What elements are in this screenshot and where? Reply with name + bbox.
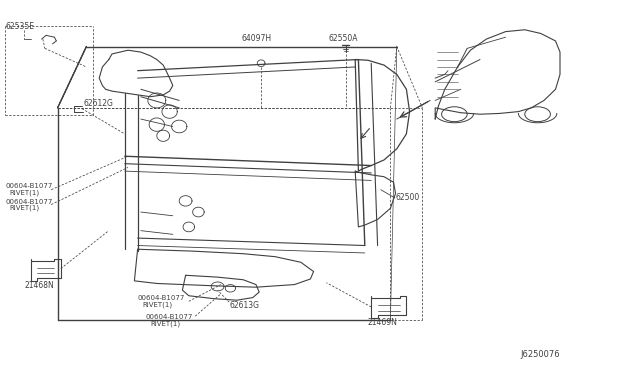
- Text: 00604-B1077: 00604-B1077: [5, 199, 52, 205]
- Text: 21469N: 21469N: [368, 318, 398, 327]
- Text: 64097H: 64097H: [242, 34, 272, 43]
- Text: RIVET(1): RIVET(1): [150, 320, 180, 327]
- Text: RIVET(1): RIVET(1): [9, 205, 39, 211]
- Text: 00604-B1077: 00604-B1077: [5, 183, 52, 189]
- Text: RIVET(1): RIVET(1): [142, 301, 172, 308]
- Text: 62500: 62500: [396, 193, 420, 202]
- Text: 00604-B1077: 00604-B1077: [138, 295, 185, 301]
- Text: RIVET(1): RIVET(1): [9, 189, 39, 196]
- Text: 62613G: 62613G: [229, 301, 259, 310]
- Text: 21468N: 21468N: [24, 281, 54, 290]
- Text: 62550A: 62550A: [328, 34, 358, 43]
- Text: 00604-B1077: 00604-B1077: [146, 314, 193, 320]
- Text: 62535E: 62535E: [5, 22, 34, 31]
- Text: 62612G: 62612G: [83, 99, 113, 108]
- Text: J6250076: J6250076: [520, 350, 560, 359]
